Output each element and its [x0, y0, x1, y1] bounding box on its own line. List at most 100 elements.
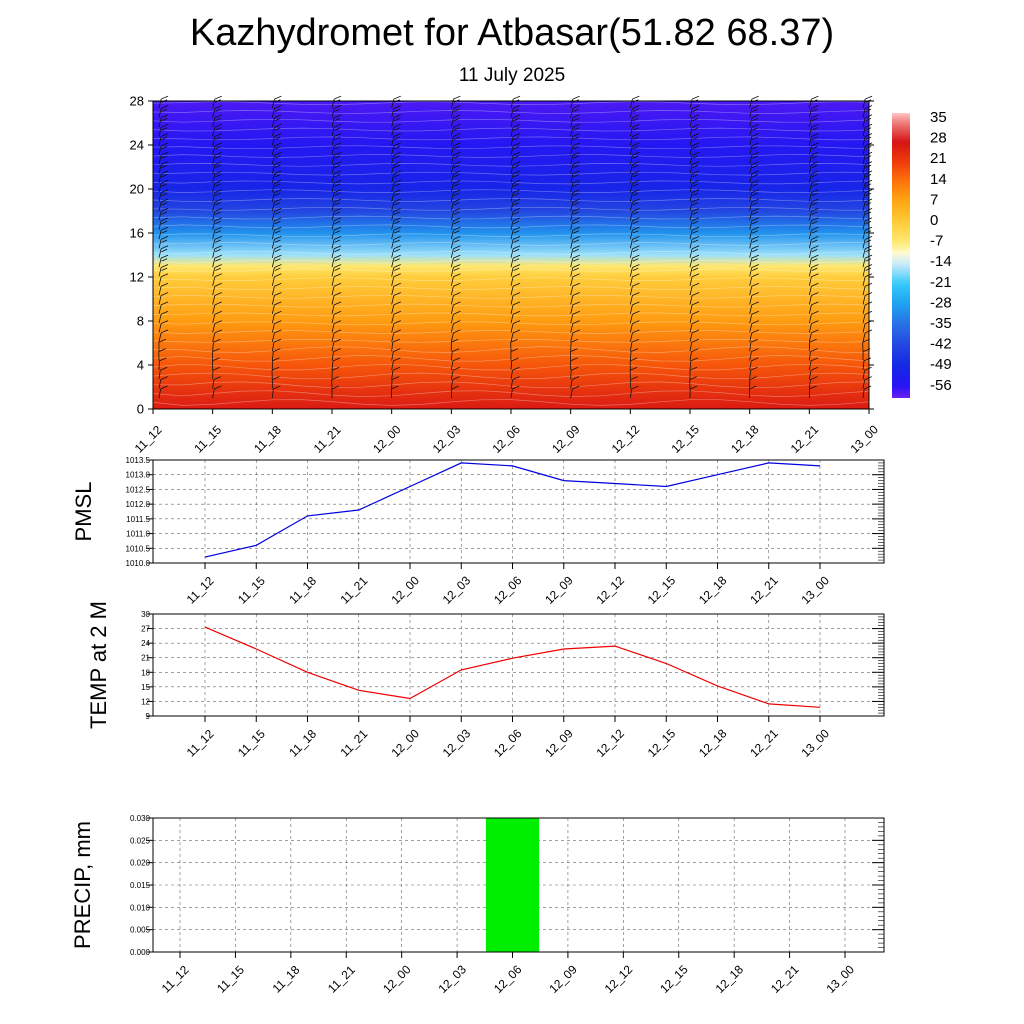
x-tick-label: 12_15	[645, 726, 679, 760]
wind-barb-flag	[690, 357, 698, 362]
wind-barb-flag	[453, 146, 460, 150]
wind-barb-flag	[692, 108, 699, 112]
wind-barb-flag	[453, 254, 461, 259]
wind-barb-staff	[570, 108, 574, 118]
wind-barb-flag	[214, 301, 222, 306]
colorbar-label: -14	[930, 253, 952, 270]
wind-barb-flag	[333, 338, 341, 343]
wind-barb-staff	[391, 127, 395, 137]
wind-barb-staff	[862, 379, 866, 389]
y-tick-label: 27	[141, 625, 150, 634]
wind-barb-staff	[331, 304, 335, 314]
wind-barb-flag	[691, 236, 700, 240]
wind-barb-staff	[271, 136, 275, 146]
heatmap-y-tick-label: 0	[137, 402, 144, 417]
wind-barb-flag	[572, 105, 580, 109]
wind-barb-flag	[691, 189, 700, 193]
y-tick-label: 0.015	[130, 881, 151, 890]
wind-barb-staff	[749, 239, 753, 249]
wind-barb-staff	[450, 127, 454, 137]
wind-barb-flag	[811, 248, 818, 253]
wind-barb-flag	[572, 142, 580, 147]
wind-barb-flag	[691, 282, 700, 287]
wind-barb-staff	[862, 314, 866, 324]
x-tick-label: 12_06	[491, 962, 525, 996]
wind-barb-staff	[212, 108, 216, 118]
wind-barb-flag	[274, 146, 281, 150]
wind-barb-flag	[453, 202, 460, 206]
panel-frame	[152, 817, 885, 953]
wind-barb-flag	[632, 118, 639, 122]
wind-barb-staff	[212, 295, 216, 305]
wind-barb-flag	[274, 267, 281, 271]
wind-barb-staff	[391, 295, 395, 305]
wind-barb-flag	[160, 133, 169, 137]
wind-barb-flag	[512, 264, 521, 268]
wind-barb-flag	[452, 376, 460, 380]
wind-barb-staff	[689, 332, 693, 342]
wind-barb-flag	[513, 155, 520, 159]
wind-barb-flag	[512, 329, 521, 334]
wind-barb-flag	[632, 192, 639, 196]
wind-barb-flag	[751, 226, 759, 231]
wind-barb-flag	[751, 114, 759, 119]
wind-barb-staff	[749, 155, 753, 165]
wind-barb-staff	[862, 145, 866, 155]
wind-barb-flag	[692, 220, 699, 225]
wind-barb-staff	[391, 155, 395, 165]
wind-barb-flag	[865, 146, 872, 150]
wind-barb-staff	[212, 286, 216, 296]
contour-line	[152, 163, 870, 167]
wind-barb-staff	[570, 258, 574, 268]
wind-barb-flag	[213, 338, 221, 343]
wind-barb-staff	[212, 248, 216, 258]
contour-line	[152, 259, 870, 264]
wind-barb-staff	[510, 332, 514, 342]
wind-barb-flag	[214, 254, 222, 259]
x-tick-label: 11_12	[184, 727, 217, 760]
wind-barb-flag	[453, 301, 461, 306]
wind-barb-flag	[333, 273, 342, 278]
wind-barb-flag	[394, 108, 400, 112]
heatmap-x-tick-label: 11_21	[311, 423, 344, 456]
wind-barb-flag	[691, 320, 700, 324]
wind-barb-staff	[689, 136, 693, 146]
wind-barb-flag	[453, 211, 460, 215]
contour-line	[152, 127, 870, 132]
wind-barb-flag	[632, 108, 639, 112]
wind-barb-flag	[512, 236, 521, 240]
contour-line	[152, 286, 870, 290]
wind-barb-flag	[158, 338, 167, 343]
wind-barb-flag	[161, 220, 168, 225]
wind-barb-flag	[811, 267, 818, 271]
wind-barb-flag	[274, 170, 282, 175]
wind-barb-flag	[453, 174, 460, 178]
wind-barb-flag	[274, 264, 282, 268]
wind-barb-flag	[865, 108, 872, 112]
wind-barb-staff	[212, 332, 216, 342]
wind-barb-staff	[629, 192, 633, 202]
wind-barb-flag	[573, 118, 579, 122]
wind-barb-staff	[391, 183, 395, 193]
wind-barb-flag	[160, 264, 169, 268]
wind-barb-flag	[865, 239, 872, 243]
wind-barb-staff	[510, 183, 514, 193]
wind-barb-staff	[271, 286, 275, 296]
wind-barb-flag	[393, 329, 401, 334]
wind-barb-flag	[691, 170, 700, 175]
wind-barb-flag	[751, 123, 759, 128]
wind-barb-flag	[512, 105, 521, 109]
wind-barb-flag	[274, 105, 282, 109]
x-tick-label: 11_21	[325, 963, 358, 996]
wind-barb-flag	[865, 267, 872, 271]
wind-barb-staff	[689, 276, 693, 286]
wind-barb-staff	[391, 276, 395, 286]
wind-barb-flag	[274, 320, 282, 324]
wind-barb-staff	[689, 267, 693, 277]
wind-barb-flag	[274, 245, 282, 250]
wind-barb-staff	[158, 173, 162, 184]
wind-barb-flag	[512, 170, 521, 175]
wind-barb-staff	[510, 201, 514, 212]
wind-barb-flag	[632, 320, 640, 324]
wind-barb-staff	[331, 145, 335, 155]
